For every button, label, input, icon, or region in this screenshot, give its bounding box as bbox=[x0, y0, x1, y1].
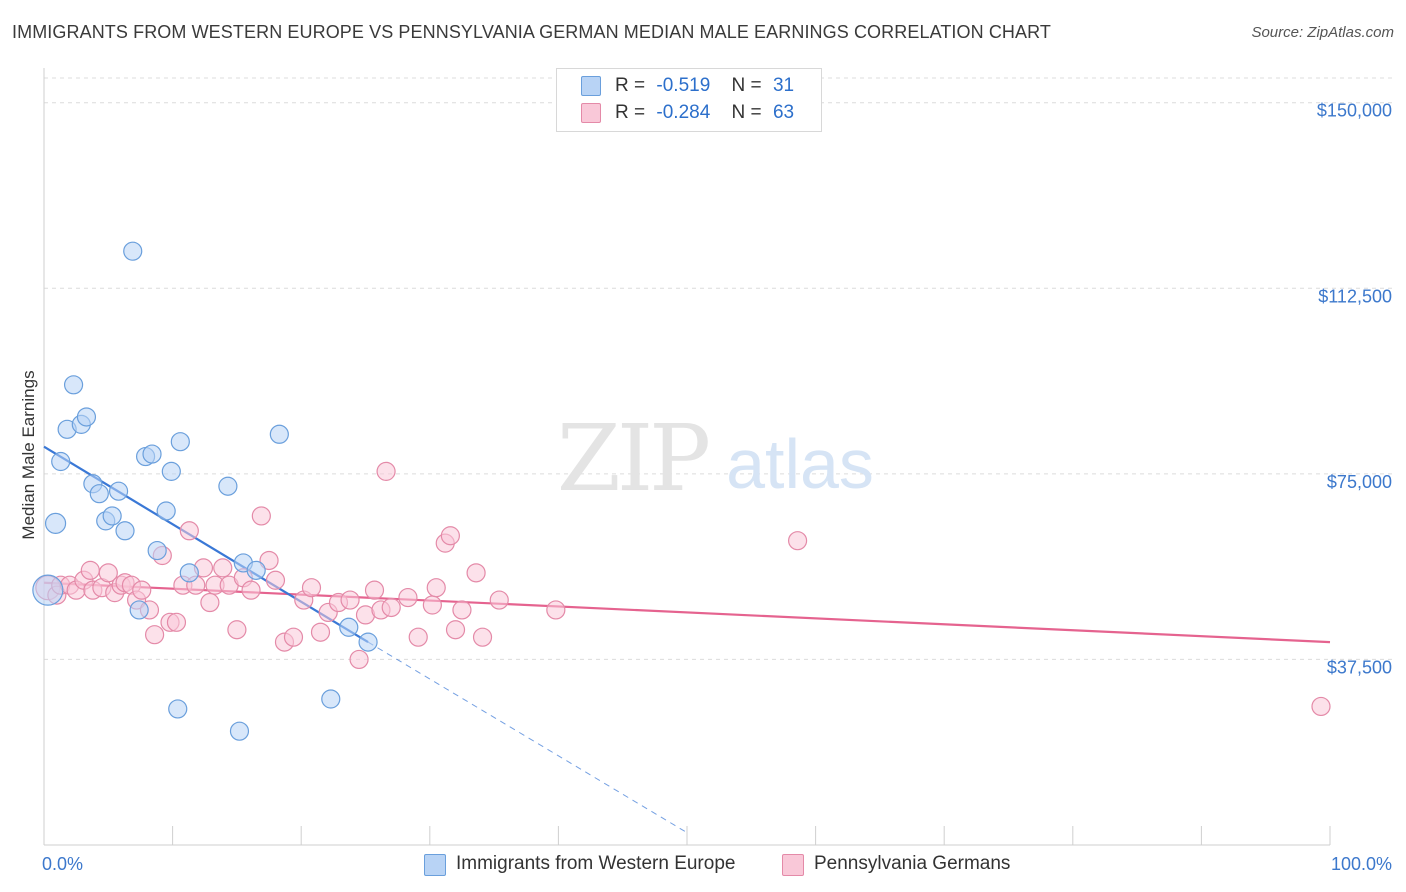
pennsylvania-germans-point bbox=[259, 550, 279, 571]
pennsylvania-germans-point bbox=[179, 521, 199, 541]
pennsylvania-germans-point bbox=[452, 600, 472, 620]
pennsylvania-germans-point bbox=[381, 597, 401, 618]
pennsylvania-germans-point bbox=[489, 590, 509, 610]
pennsylvania-germans-point bbox=[241, 580, 261, 600]
western-europe-point bbox=[115, 521, 135, 541]
n-label: N = bbox=[731, 102, 762, 123]
pennsylvania-germans-point bbox=[227, 620, 247, 640]
blue-swatch bbox=[581, 76, 601, 96]
axes bbox=[43, 68, 1331, 846]
western-europe-point bbox=[269, 424, 289, 444]
pennsylvania-germans-point bbox=[213, 558, 233, 578]
r-value: -0.284 bbox=[656, 102, 711, 123]
watermark: ZIP atlas bbox=[557, 405, 874, 512]
western-europe-point bbox=[170, 432, 190, 452]
pennsylvania-germans-point bbox=[466, 563, 486, 583]
x-tick-label: 100.0% bbox=[1331, 854, 1392, 874]
r-value: -0.519 bbox=[656, 75, 711, 96]
x-tick-label: 0.0% bbox=[42, 854, 83, 874]
western-europe-point bbox=[161, 461, 181, 481]
legend-label: Immigrants from Western Europe bbox=[456, 853, 736, 874]
western-europe-point bbox=[63, 375, 84, 395]
watermark-zip: ZIP bbox=[557, 405, 708, 512]
pennsylvania-germans-point bbox=[144, 625, 165, 645]
chart-title: IMMIGRANTS FROM WESTERN EUROPE VS PENNSY… bbox=[12, 22, 1052, 42]
pennsylvania-germans-point bbox=[310, 622, 331, 642]
pennsylvania-germans-point bbox=[349, 649, 369, 670]
pink-swatch bbox=[581, 103, 601, 123]
pennsylvania-germans-point bbox=[80, 560, 100, 580]
western-europe-point bbox=[339, 617, 359, 637]
pennsylvania-germans-point bbox=[98, 563, 118, 583]
pennsylvania-germans-point bbox=[426, 578, 446, 598]
western-europe-point bbox=[102, 506, 122, 526]
y-tick-label: $150,000 bbox=[1317, 101, 1392, 121]
pennsylvania-germans-point bbox=[166, 612, 187, 632]
pink-swatch bbox=[782, 854, 804, 876]
pennsylvania-germans-point bbox=[787, 531, 808, 551]
r-label: R = bbox=[615, 75, 646, 96]
pennsylvania-germans-point bbox=[440, 526, 460, 546]
western-europe-point bbox=[108, 481, 129, 501]
pennsylvania-germans-point bbox=[472, 627, 493, 647]
western-europe-point bbox=[156, 501, 176, 521]
pennsylvania-germans-point bbox=[398, 587, 418, 608]
pennsylvania-germans-point bbox=[251, 506, 271, 526]
western-europe-point bbox=[321, 689, 341, 709]
western-europe-point bbox=[218, 476, 238, 496]
tick-labels: $37,500 $75,000 $112,500 $150,000 0.0% 100.0% bbox=[42, 101, 1392, 874]
western-europe-point bbox=[129, 600, 149, 620]
pennsylvania-germans-point bbox=[364, 580, 385, 600]
watermark-atlas: atlas bbox=[726, 425, 874, 503]
blue-swatch bbox=[424, 854, 446, 876]
western-europe-point bbox=[51, 451, 71, 472]
legend-label: Pennsylvania Germans bbox=[814, 853, 1011, 874]
western-europe-point bbox=[32, 574, 64, 606]
western-europe-point bbox=[44, 512, 67, 534]
western-europe-point bbox=[89, 484, 109, 504]
pennsylvania-germans-point bbox=[200, 592, 220, 613]
pennsylvania-germans-point bbox=[546, 600, 566, 620]
pennsylvania-germans-point bbox=[445, 620, 466, 640]
western-europe-point bbox=[147, 540, 167, 561]
pennsylvania-germans-point bbox=[376, 461, 396, 481]
western-europe-point bbox=[179, 563, 199, 583]
pennsylvania-germans-point bbox=[422, 595, 442, 615]
pennsylvania-germans-point bbox=[1311, 696, 1331, 717]
western-europe-trend-extension bbox=[367, 641, 688, 834]
pennsylvania-germans-point bbox=[408, 627, 428, 647]
series-legend: Immigrants from Western Europe Pennsylva… bbox=[0, 852, 1406, 878]
western-europe-point bbox=[358, 632, 378, 652]
pennsylvania-germans-point bbox=[132, 580, 152, 600]
pennsylvania-germans-point bbox=[301, 578, 322, 598]
y-tick-label: $75,000 bbox=[1327, 472, 1392, 492]
pennsylvania-germans-point bbox=[283, 627, 304, 647]
n-value: 31 bbox=[772, 75, 795, 96]
y-tick-label: $112,500 bbox=[1318, 286, 1392, 306]
source-label: Source: ZipAtlas.com bbox=[1251, 24, 1394, 41]
pennsylvania-germans-point bbox=[265, 570, 286, 590]
pennsylvania-germans-point bbox=[340, 590, 360, 610]
y-tick-label: $37,500 bbox=[1327, 657, 1392, 677]
n-value: 63 bbox=[772, 102, 795, 123]
data-points bbox=[32, 241, 1331, 741]
western-europe-point bbox=[229, 721, 250, 741]
n-label: N = bbox=[731, 75, 762, 96]
y-axis-label: Median Male Earnings bbox=[19, 370, 38, 539]
stats-legend: R = -0.519 N = 31 R = -0.284 N = 63 bbox=[556, 68, 822, 132]
western-europe-point bbox=[76, 407, 97, 427]
western-europe-point bbox=[123, 241, 143, 261]
western-europe-point bbox=[246, 560, 266, 580]
r-label: R = bbox=[615, 102, 646, 123]
western-europe-point bbox=[168, 699, 188, 719]
western-europe-point bbox=[142, 444, 162, 464]
